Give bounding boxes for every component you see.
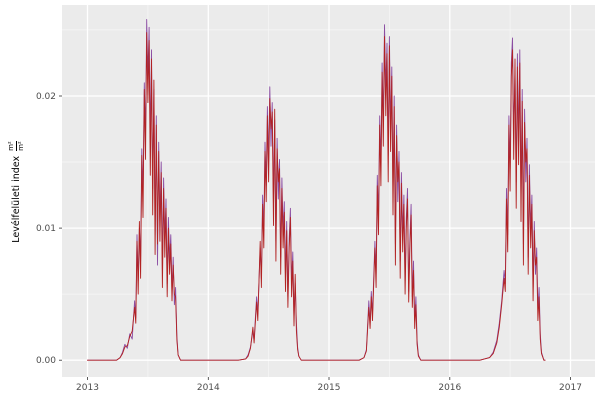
y-tick-label: 0.01 — [36, 224, 56, 234]
y-axis-title-text: Levélfelületi index — [10, 155, 22, 243]
x-tick-label: 2014 — [197, 383, 220, 393]
unit-numerator: m² — [7, 141, 16, 151]
y-axis-title: Levélfelületi index m² m² — [5, 112, 27, 272]
y-axis-unit-fraction: m² m² — [7, 141, 25, 151]
unit-denominator: m² — [15, 141, 25, 151]
x-tick-label: 2015 — [318, 383, 341, 393]
x-tick-label: 2016 — [438, 383, 461, 393]
x-tick-label: 2017 — [559, 383, 582, 393]
y-tick-label: 0.02 — [36, 92, 56, 102]
series-line-lai-model-red — [87, 32, 546, 361]
y-tick-label: 0.00 — [36, 356, 56, 366]
x-tick-label: 2013 — [76, 383, 99, 393]
